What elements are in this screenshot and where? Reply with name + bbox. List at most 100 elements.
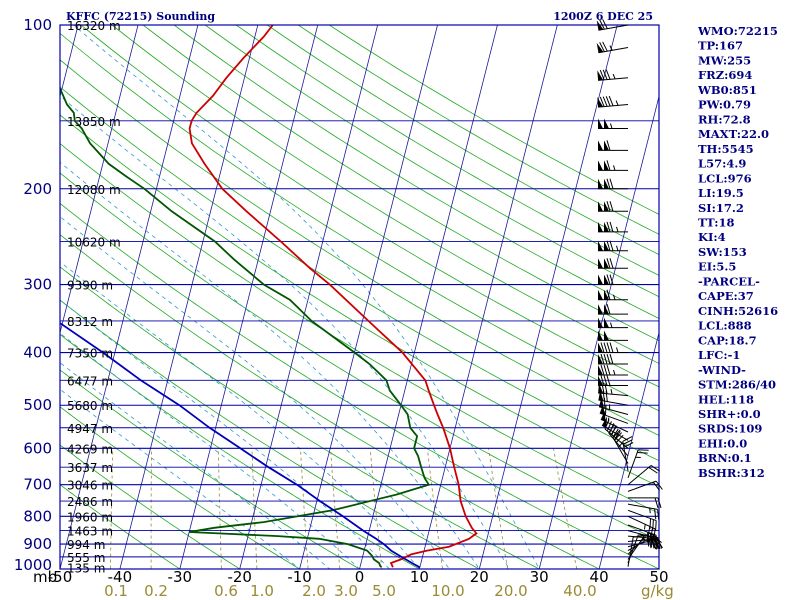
dry-adiabat	[60, 484, 181, 569]
temperature-tick-label: -50	[48, 568, 73, 586]
mixing-ratio-label: 5.0	[372, 582, 396, 600]
wind-barb	[627, 509, 657, 532]
wind-barb	[598, 178, 628, 190]
wind-barb	[597, 69, 629, 81]
wind-barb	[598, 221, 628, 233]
index-line: MAXT:22.0	[698, 127, 769, 141]
isotherm	[478, 25, 618, 569]
pressure-tick-label: 500	[23, 396, 52, 414]
wind-barb	[601, 416, 629, 441]
isotherm	[598, 331, 659, 569]
wind-barb	[628, 497, 662, 509]
pressure-tick-label: 100	[23, 16, 52, 34]
dry-adiabat	[60, 444, 241, 569]
dry-adiabat	[60, 59, 659, 436]
mixing-ratio-label: 40.0	[563, 582, 596, 600]
index-line: L57:4.9	[698, 157, 746, 171]
temperature-tick-label: -30	[168, 568, 193, 586]
wind-barb	[598, 353, 628, 365]
moist-adiabat	[60, 161, 480, 569]
height-label: 3637 m	[67, 461, 113, 475]
index-line: SRDS:109	[698, 422, 762, 436]
wind-barbs	[596, 19, 663, 567]
pressure-tick-label: 400	[23, 344, 52, 362]
moist-adiabat	[73, 25, 540, 569]
height-label: 135 m	[67, 561, 105, 575]
isotherm	[239, 25, 379, 569]
moist-adiabat	[60, 362, 331, 569]
height-label: 994 m	[67, 538, 105, 552]
dry-adiabat	[80, 25, 659, 388]
pressure-tick-label: 300	[23, 276, 52, 294]
mixing-ratio-label: 2.0	[302, 582, 326, 600]
index-line: TH:5545	[698, 142, 754, 156]
dry-adiabat	[60, 143, 659, 514]
dry-adiabat	[60, 234, 600, 569]
temperature-profile	[188, 25, 478, 568]
isotherm	[538, 94, 659, 569]
mixing-ratio-line	[218, 448, 222, 569]
index-line: BRN:0.1	[698, 451, 752, 465]
chart-title-right: 1200Z 6 DEC 25	[553, 10, 653, 23]
pressure-unit-label: mb	[33, 568, 57, 586]
wind-barb	[598, 375, 628, 387]
index-line: EI:5.5	[698, 260, 736, 274]
index-line: EHI:0.0	[698, 436, 747, 450]
mixing-ratio-line	[251, 448, 258, 569]
dry-adiabat	[60, 299, 481, 569]
height-label: 9390 m	[67, 279, 113, 293]
moist-adiabat	[60, 332, 361, 569]
dry-adiabat	[60, 369, 361, 569]
isotherm	[119, 25, 259, 569]
index-line: SW:153	[698, 245, 747, 259]
isotherm	[418, 25, 558, 569]
dry-adiabat	[60, 32, 659, 412]
isotherm	[60, 25, 199, 569]
dry-adiabat	[60, 202, 659, 569]
height-label: 12080 m	[67, 183, 121, 197]
index-line: CAP:18.7	[698, 333, 757, 347]
index-line: FRZ:694	[698, 68, 752, 82]
isotherm	[60, 25, 139, 335]
wind-barb	[598, 342, 628, 354]
dewpoint-profile	[60, 86, 431, 568]
wind-barb	[598, 118, 628, 130]
dry-adiabat	[173, 25, 659, 319]
moist-adiabat	[60, 299, 390, 569]
temperature-tick-label: 20	[470, 568, 489, 586]
index-line: LI:19.5	[698, 186, 744, 200]
wind-barb	[627, 515, 656, 540]
isotherm	[359, 25, 498, 569]
height-label: 10620 m	[67, 235, 121, 249]
wind-barb	[598, 303, 628, 315]
wind-barb	[597, 95, 629, 108]
height-label: 4269 m	[67, 442, 113, 456]
grid-lines	[60, 25, 659, 569]
index-line: STM:286/40	[698, 378, 776, 392]
pressure-tick-label: 1000	[14, 556, 52, 574]
mixing-ratio-label: 0.1	[104, 582, 128, 600]
plot-frame	[59, 24, 660, 570]
pressure-tick-label: 800	[23, 507, 52, 525]
moist-adiabat	[60, 216, 450, 569]
parcel-profile	[60, 321, 421, 569]
height-label: 16320 m	[67, 19, 121, 33]
index-line: SHR+:0.0	[698, 407, 761, 421]
height-label: 555 m	[67, 551, 105, 565]
height-label: 1960 m	[67, 510, 113, 524]
index-line: CINH:52616	[698, 304, 778, 318]
mixing-ratio-label: 10.0	[431, 582, 464, 600]
dry-adiabat	[142, 25, 659, 342]
sounding-profiles	[60, 25, 478, 569]
index-line: LFC:-1	[698, 348, 740, 362]
wind-barb	[598, 330, 628, 341]
wind-barb	[598, 140, 628, 151]
isotherm	[299, 25, 438, 569]
index-line: RH:72.8	[698, 112, 751, 126]
pressure-tick-label: 700	[23, 476, 52, 494]
dry-adiabat	[60, 86, 659, 462]
index-line: PW:0.79	[698, 98, 751, 112]
height-label: 13850 m	[67, 115, 121, 129]
